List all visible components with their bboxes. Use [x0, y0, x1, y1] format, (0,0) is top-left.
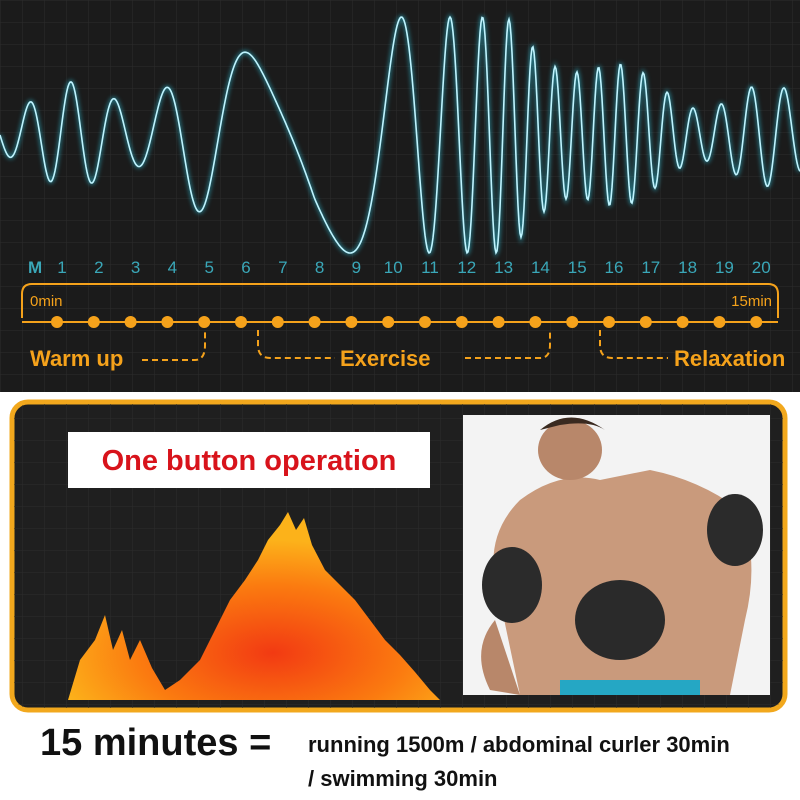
dot — [529, 316, 542, 328]
dot — [713, 316, 726, 328]
dot — [308, 316, 321, 328]
phase-relaxation: Relaxation — [674, 346, 785, 371]
bracket — [21, 283, 779, 318]
dot — [603, 316, 615, 328]
mode-number: 20 — [752, 258, 771, 277]
dot — [345, 316, 358, 328]
mode-number: 7 — [278, 258, 287, 277]
mode-number: 14 — [531, 258, 550, 277]
phase-brackets — [142, 330, 668, 361]
mode-number: 4 — [168, 258, 177, 277]
title-box — [68, 432, 430, 488]
start-label: 0min — [30, 293, 63, 310]
mode-number: 18 — [678, 258, 697, 277]
dot — [198, 316, 211, 328]
mode-number: 11 — [421, 258, 439, 277]
dot — [676, 316, 689, 328]
mode-number: 12 — [457, 258, 476, 277]
mode-number: 3 — [131, 258, 140, 277]
dot — [235, 316, 247, 328]
dot — [492, 316, 505, 328]
phase-exercise: Exercise — [340, 346, 431, 371]
grid — [0, 0, 800, 392]
waveform — [0, 15, 800, 256]
mode-number: 5 — [204, 258, 213, 277]
photo — [463, 415, 770, 695]
dot — [455, 316, 468, 328]
mode-number: 16 — [605, 258, 624, 277]
dot — [161, 316, 174, 328]
dot — [271, 316, 284, 328]
dot — [566, 316, 579, 328]
mode-number: 6 — [241, 258, 250, 277]
panel-title: One button operation — [102, 445, 397, 477]
flame — [68, 512, 440, 700]
mode-number: 17 — [641, 258, 660, 277]
phase-warmup: Warm up — [30, 346, 123, 371]
mode-label: M — [28, 258, 42, 277]
end-label: 15min — [731, 293, 772, 310]
mode-number: 9 — [352, 258, 361, 277]
mode-number: 19 — [715, 258, 734, 277]
dot — [419, 316, 431, 328]
mode-number: 15 — [568, 258, 587, 277]
mode-number: 8 — [315, 258, 324, 277]
footer-line2: / swimming 30min — [308, 766, 498, 791]
mode-number: 10 — [384, 258, 403, 277]
dot — [382, 316, 395, 328]
dot — [51, 316, 63, 328]
timeline-dots — [51, 316, 763, 328]
footer-line1: running 1500m / abdominal curler 30min — [308, 732, 730, 757]
dot — [639, 316, 652, 328]
footer-lead: 15 minutes = — [40, 722, 271, 764]
mode-numbers: 1 2 3 4 5 6 7 8 9 10 11 12 13 14 15 16 17 18 19 20 — [57, 258, 770, 277]
dot — [750, 316, 763, 328]
mode-number: 13 — [494, 258, 513, 277]
dot — [87, 316, 100, 328]
dot — [124, 316, 137, 328]
mode-number: 2 — [94, 258, 103, 277]
mode-number: 1 — [57, 258, 66, 277]
